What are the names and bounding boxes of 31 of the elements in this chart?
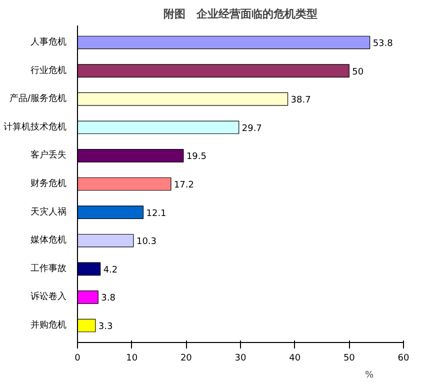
x-tick-label: 0 xyxy=(74,354,81,364)
data-label: 3.8 xyxy=(101,294,116,304)
y-tick-label: 并购危机 xyxy=(30,320,66,331)
data-label: 17.2 xyxy=(174,180,194,190)
data-label: 3.3 xyxy=(98,322,113,332)
data-label: 53.8 xyxy=(372,38,394,49)
y-tick-label: 计算机技术危机 xyxy=(4,121,66,132)
data-label: 10.3 xyxy=(136,237,157,248)
x-axis-title: % xyxy=(364,370,374,380)
data-label: 50 xyxy=(352,67,364,78)
y-tick-label: 工作事故 xyxy=(30,262,66,274)
y-tick-label: 媒体危机 xyxy=(30,234,66,246)
data-label: 12.1 xyxy=(146,208,166,219)
y-tick-label: 行业危机 xyxy=(30,64,66,76)
y-tick-label: 财务危机 xyxy=(30,178,66,189)
chart-title: 附图 企业经营面临的危机类型 xyxy=(164,8,318,20)
y-tick-label: 天灾人祸 xyxy=(30,206,66,218)
data-label: 38.7 xyxy=(290,96,311,106)
x-tick-label: 30 xyxy=(234,354,246,364)
x-tick-label: 40 xyxy=(289,354,301,364)
x-tick-label: 20 xyxy=(180,354,192,364)
x-tick-label: 50 xyxy=(343,354,356,364)
y-tick-label: 诉讼卷入 xyxy=(30,291,66,302)
data-label: 19.5 xyxy=(186,152,206,162)
data-label: 29.7 xyxy=(242,124,262,134)
x-tick-label: 10 xyxy=(126,354,138,364)
data-label: 4.2 xyxy=(103,265,118,276)
y-tick-label: 客户丢失 xyxy=(30,150,66,161)
y-tick-label: 人事危机 xyxy=(30,36,66,48)
y-tick-label: 产品/服务危机 xyxy=(9,93,67,104)
x-tick-label: 60 xyxy=(398,354,410,364)
